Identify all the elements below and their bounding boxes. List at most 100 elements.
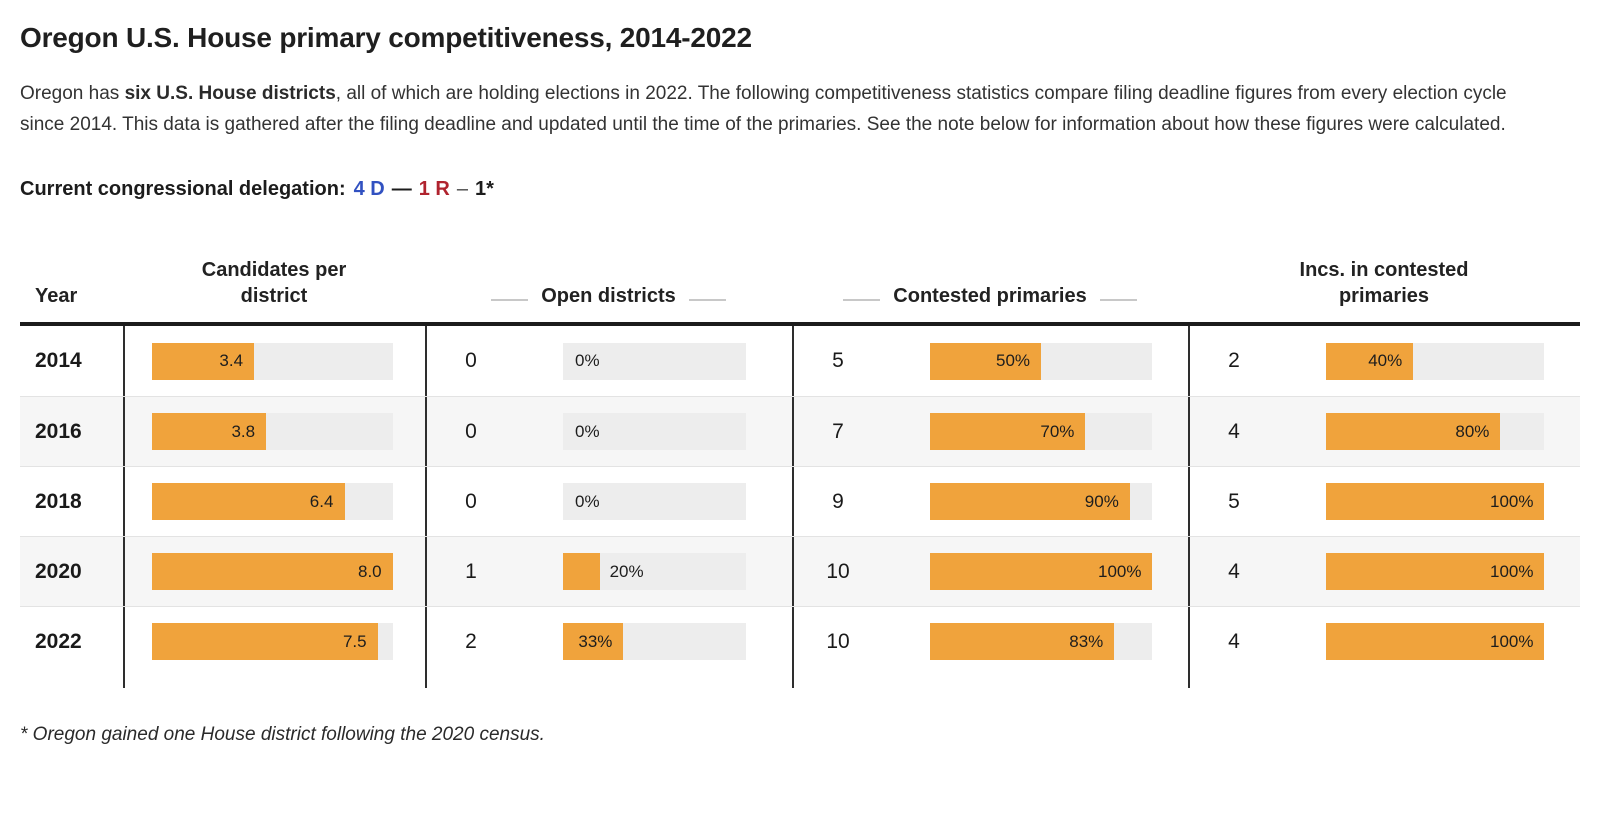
intro-part1: Oregon has xyxy=(20,83,125,104)
column-header-year: Year xyxy=(35,285,78,307)
bar-label: 40% xyxy=(1368,351,1403,370)
table-row-2022: 2022 7.5 2 33% 10 83% 4 100% xyxy=(20,606,1580,676)
intro-paragraph: Oregon has six U.S. House districts, all… xyxy=(20,78,1517,140)
delegation-republicans: 1 R xyxy=(418,178,450,200)
count-value: 0 xyxy=(465,349,477,372)
table-row-2020: 2020 8.0 1 20% 10 100% 4 100% xyxy=(20,536,1580,606)
incs-in-contested-cell: 2 40% xyxy=(1188,326,1580,396)
bar-track: 0% xyxy=(563,342,746,380)
delegation-democrats: 4 D xyxy=(353,178,385,200)
bar-fill xyxy=(563,623,624,660)
bar-label: 50% xyxy=(996,351,1031,370)
header-dash-left xyxy=(843,299,881,301)
candidates-per-district-cell: 6.4 xyxy=(123,467,425,536)
incs-in-contested-cell: 4 80% xyxy=(1188,397,1580,466)
header-dash-left xyxy=(491,299,529,301)
bar-fill xyxy=(930,342,1041,380)
bar-track: 33% xyxy=(563,623,746,660)
header-dash-right xyxy=(1099,299,1137,301)
intro-part2: , all of which are holding elections in … xyxy=(20,83,1507,135)
bar-track: 8.0 xyxy=(152,553,393,590)
column-rule-stubs xyxy=(20,676,1580,688)
bar-fill xyxy=(930,483,1130,520)
column-header-incs-in-contested: Incs. in contested primaries xyxy=(1299,259,1469,307)
count-value: 5 xyxy=(832,349,844,372)
bar-track: 100% xyxy=(930,553,1152,590)
incs-in-contested-cell: 4 100% xyxy=(1188,537,1580,606)
bar-fill xyxy=(563,553,600,590)
bar-label: 80% xyxy=(1455,421,1490,441)
bar-fill xyxy=(1326,483,1544,520)
bar-label: 33% xyxy=(578,631,613,651)
bar-track: 90% xyxy=(930,483,1152,520)
bar-track: 83% xyxy=(930,623,1152,660)
bar-label: 100% xyxy=(1098,561,1142,581)
bar-label: 0% xyxy=(575,351,600,370)
bar-track: 70% xyxy=(930,413,1152,450)
table-row-2018: 2018 6.4 0 0% 9 90% 5 100% xyxy=(20,466,1580,536)
open-districts-cell: 1 20% xyxy=(425,537,792,606)
open-districts-cell: 0 0% xyxy=(425,467,792,536)
year-cell: 2022 xyxy=(35,629,82,653)
table-row-2016: 2016 3.8 0 0% 7 70% 4 80% xyxy=(20,396,1580,466)
bar-track: 100% xyxy=(1326,553,1544,590)
count-value: 0 xyxy=(465,489,477,513)
bar-track: 50% xyxy=(930,342,1152,380)
bar-track: 7.5 xyxy=(152,623,393,660)
year-cell: 2016 xyxy=(35,419,82,443)
bar-track: 20% xyxy=(563,553,746,590)
bar-fill xyxy=(152,342,255,380)
bar-track: 6.4 xyxy=(152,483,393,520)
bar-label: 70% xyxy=(1040,421,1075,441)
delegation-other: 1* xyxy=(474,178,494,200)
bar-track: 3.4 xyxy=(152,342,393,380)
delegation-label: Current congressional delegation: xyxy=(20,178,346,200)
count-value: 9 xyxy=(832,489,844,513)
count-value: 4 xyxy=(1228,419,1240,443)
count-value: 7 xyxy=(832,419,844,443)
bar-track: 100% xyxy=(1326,483,1544,520)
bar-label: 83% xyxy=(1069,631,1104,651)
bar-track: 3.8 xyxy=(152,413,393,450)
year-cell: 2020 xyxy=(35,559,82,583)
bar-label: 20% xyxy=(609,561,644,581)
bar-label: 0% xyxy=(575,421,600,441)
bar-track: 0% xyxy=(563,413,746,450)
count-value: 4 xyxy=(1228,559,1240,583)
bar-fill xyxy=(930,623,1115,660)
table-row-2014: 2014 3.4 0 0% 5 50% 2 40% xyxy=(20,326,1580,396)
count-value: 2 xyxy=(1228,349,1240,372)
bar-track: 100% xyxy=(1326,623,1544,660)
contested-primaries-cell: 7 70% xyxy=(792,397,1188,466)
bar-fill xyxy=(930,413,1086,450)
count-value: 2 xyxy=(465,629,477,653)
contested-primaries-cell: 10 100% xyxy=(792,537,1188,606)
open-districts-cell: 0 0% xyxy=(425,326,792,396)
delegation-line: Current congressional delegation: 4 D — 1 R… xyxy=(20,178,1580,201)
contested-primaries-cell: 9 90% xyxy=(792,467,1188,536)
bar-label: 6.4 xyxy=(309,491,334,511)
bar-label: 7.5 xyxy=(342,631,367,651)
bar-label: 0% xyxy=(575,491,600,511)
column-header-open-districts: Open districts xyxy=(425,283,792,322)
bar-fill xyxy=(152,413,267,450)
open-districts-cell: 0 0% xyxy=(425,397,792,466)
bar-label: 90% xyxy=(1084,491,1119,511)
year-cell: 2014 xyxy=(35,349,82,372)
bar-label: 8.0 xyxy=(358,561,382,581)
table-body: 2014 3.4 0 0% 5 50% 2 40% 2016 3.8 0 0% 7 70% 4 80% 2018… xyxy=(20,326,1580,676)
bar-fill xyxy=(152,553,393,590)
candidates-per-district-cell: 3.8 xyxy=(123,397,425,466)
bar-fill xyxy=(930,553,1152,590)
count-value: 5 xyxy=(1228,489,1240,513)
bar-fill xyxy=(152,483,345,520)
bar-label: 100% xyxy=(1490,561,1534,581)
competitiveness-table: Year Candidates per district Open distri… xyxy=(20,257,1580,688)
bar-label: 100% xyxy=(1490,631,1534,651)
incs-in-contested-cell: 4 100% xyxy=(1188,607,1580,676)
bar-track: 80% xyxy=(1326,413,1544,450)
delegation-dash-2: – xyxy=(456,178,468,200)
header-dash-right xyxy=(688,299,726,301)
count-value: 10 xyxy=(826,629,850,653)
bar-fill xyxy=(152,623,378,660)
